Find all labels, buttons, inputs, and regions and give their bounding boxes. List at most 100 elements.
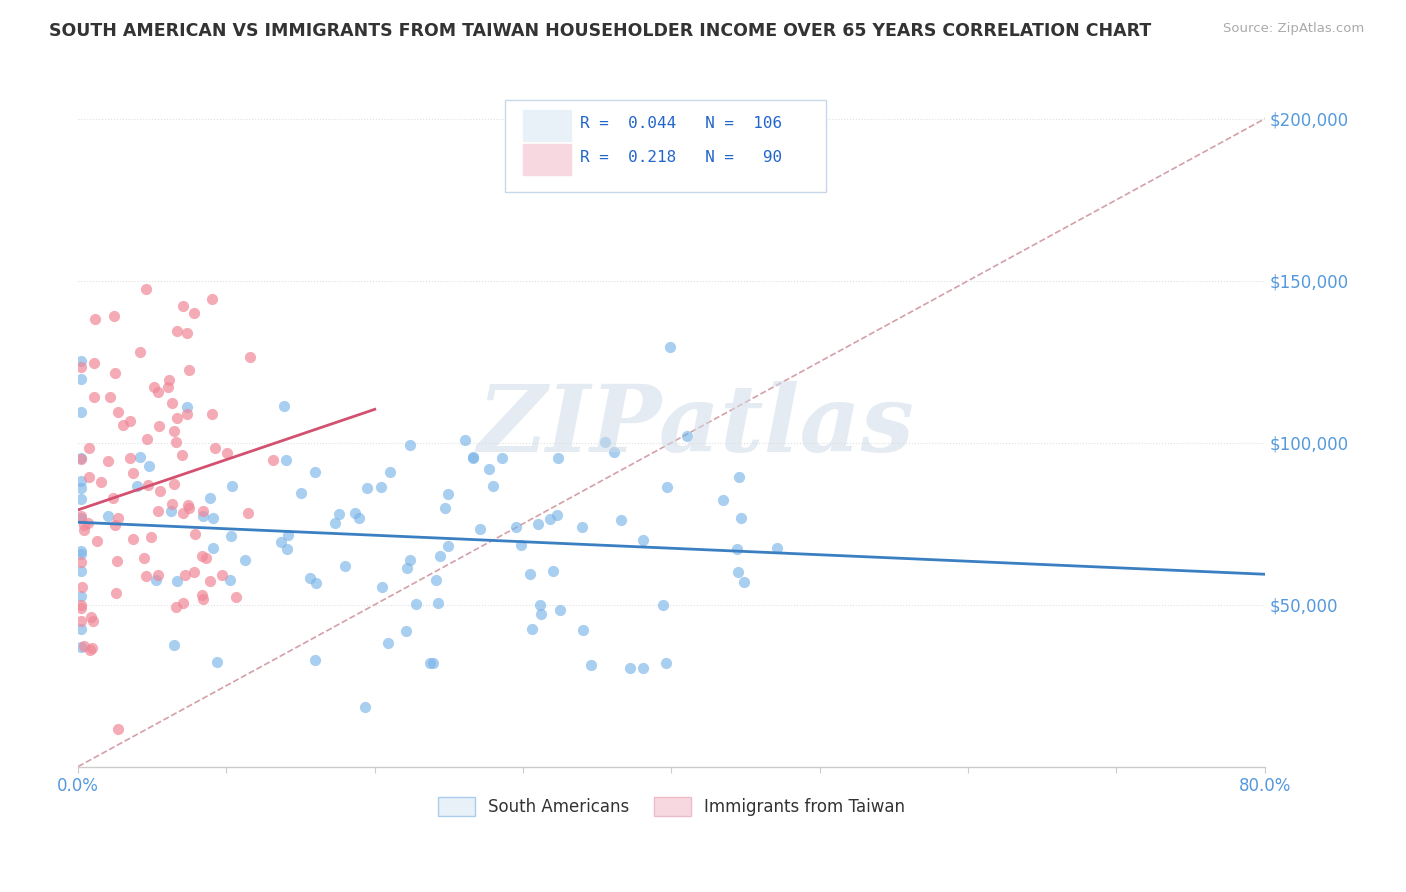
Point (149, 483, 172, 498)
Point (425, 574, 447, 588)
Point (711, 493, 734, 508)
Point (103, 491, 125, 505)
Point (107, 405, 129, 419)
Point (727, 470, 749, 484)
Point (395, 624, 418, 638)
Point (176, 326, 198, 340)
Point (120, 450, 142, 465)
Point (461, 450, 484, 464)
Point (98, 390, 121, 404)
Point (183, 565, 205, 579)
Point (80, 610, 103, 624)
Point (172, 596, 194, 610)
Point (547, 450, 569, 465)
Point (191, 549, 214, 563)
Point (179, 501, 201, 516)
Point (505, 520, 527, 534)
Point (139, 530, 162, 544)
Point (344, 507, 367, 521)
Point (571, 520, 593, 534)
Point (437, 539, 460, 553)
Point (70, 491, 93, 506)
Point (218, 573, 240, 587)
Point (104, 586, 127, 600)
Point (543, 564, 565, 578)
Point (146, 504, 169, 518)
Point (262, 453, 284, 467)
Point (478, 462, 501, 476)
Point (290, 486, 312, 500)
Point (70, 543, 93, 558)
Point (530, 607, 553, 621)
Point (107, 511, 129, 525)
Point (619, 660, 641, 674)
FancyBboxPatch shape (505, 100, 825, 192)
Point (546, 508, 568, 522)
Point (304, 653, 326, 667)
Point (70, 555, 93, 569)
Point (201, 541, 224, 555)
Point (204, 441, 226, 455)
Point (454, 433, 477, 447)
Point (519, 567, 541, 582)
Point (225, 590, 247, 604)
Point (70, 598, 93, 612)
Point (579, 658, 602, 673)
Point (370, 479, 392, 493)
Point (419, 656, 441, 670)
Point (510, 538, 533, 552)
Point (70, 405, 93, 419)
Point (631, 661, 654, 675)
Point (135, 282, 157, 296)
Point (79, 643, 101, 657)
Point (83, 390, 105, 404)
Point (163, 477, 186, 491)
Point (239, 351, 262, 365)
Point (201, 293, 224, 307)
Point (184, 526, 207, 541)
Point (200, 574, 222, 589)
Point (73, 639, 96, 653)
Point (201, 407, 224, 421)
Point (70, 450, 93, 465)
Legend: South Americans, Immigrants from Taiwan: South Americans, Immigrants from Taiwan (432, 790, 911, 822)
Point (482, 479, 505, 493)
Point (429, 549, 451, 564)
Point (183, 306, 205, 320)
Point (70, 601, 93, 615)
Point (276, 541, 298, 556)
Point (765, 541, 787, 555)
Point (529, 598, 551, 612)
Point (177, 498, 200, 512)
Point (96, 454, 118, 468)
Point (160, 504, 183, 518)
Point (86, 534, 108, 549)
Point (233, 553, 256, 567)
Point (219, 529, 242, 543)
Point (135, 432, 157, 446)
FancyBboxPatch shape (523, 145, 571, 175)
Point (70, 511, 93, 525)
Point (70, 589, 93, 603)
Point (191, 591, 214, 606)
Point (76, 516, 98, 530)
Point (104, 517, 127, 532)
Point (90, 475, 112, 489)
Point (378, 466, 401, 480)
Point (426, 597, 449, 611)
Point (80, 641, 103, 656)
Point (437, 486, 460, 500)
Point (127, 479, 149, 493)
Point (633, 533, 655, 547)
Point (70, 371, 93, 385)
Point (97, 509, 120, 524)
Point (166, 574, 188, 589)
Point (172, 506, 194, 520)
Point (733, 574, 755, 589)
Point (148, 418, 170, 433)
Point (82, 614, 104, 628)
Point (176, 401, 198, 415)
Point (371, 580, 394, 594)
Point (610, 513, 633, 527)
Point (323, 516, 346, 530)
